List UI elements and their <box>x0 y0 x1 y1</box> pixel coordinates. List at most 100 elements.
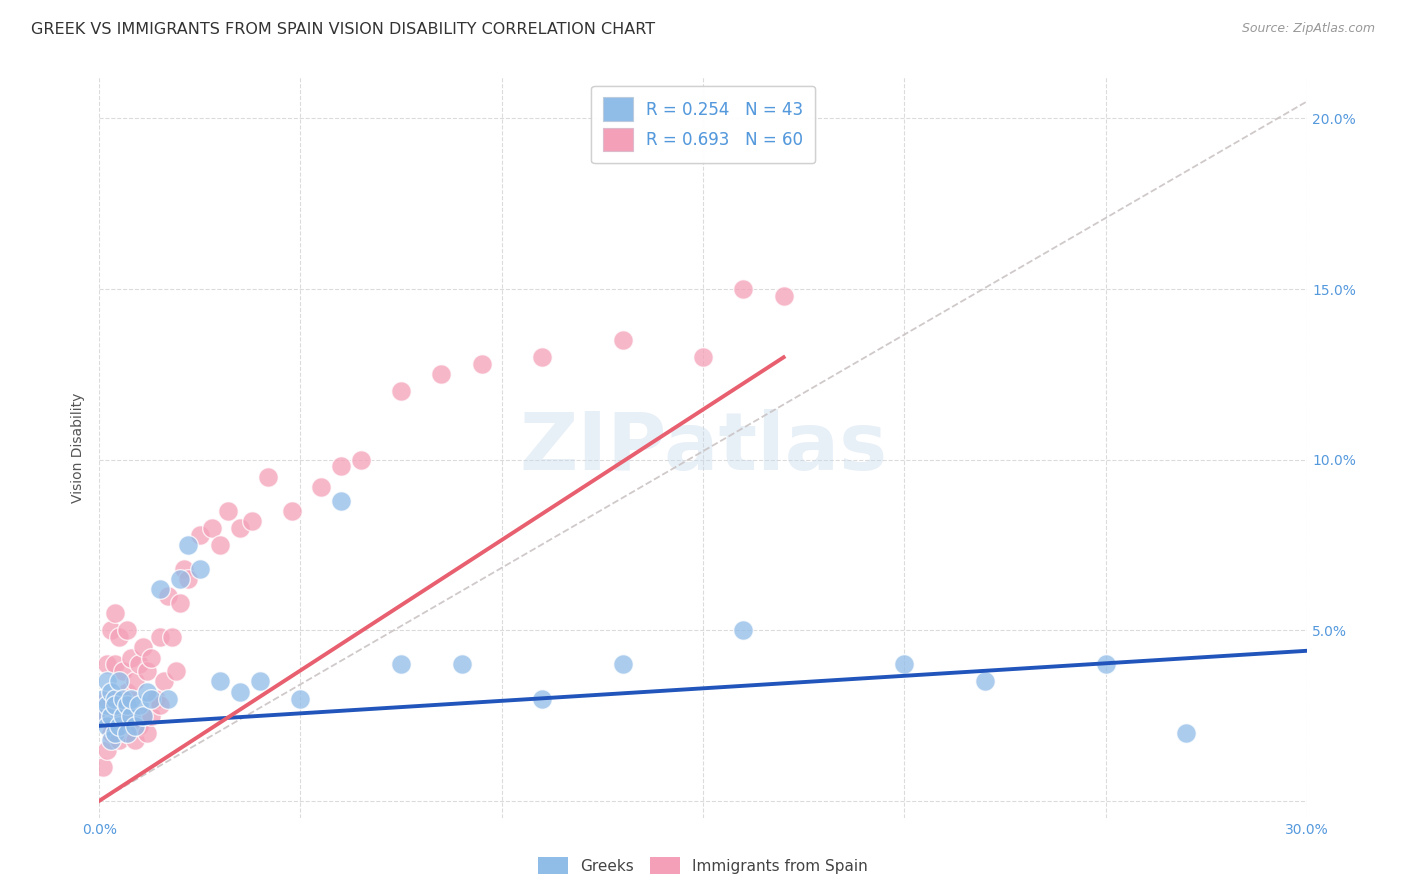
Point <box>141 650 163 665</box>
Point <box>128 719 150 733</box>
Point <box>733 624 755 638</box>
Point <box>104 657 127 672</box>
Point <box>1175 725 1198 739</box>
Point <box>104 708 127 723</box>
Point <box>240 514 263 528</box>
Point <box>201 521 224 535</box>
Point <box>91 708 114 723</box>
Point <box>329 493 352 508</box>
Point <box>612 657 634 672</box>
Point <box>217 504 239 518</box>
Point <box>257 469 280 483</box>
Point <box>96 657 118 672</box>
Point <box>100 708 122 723</box>
Point <box>148 582 170 597</box>
Point <box>160 630 183 644</box>
Point <box>156 691 179 706</box>
Point <box>1094 657 1116 672</box>
Point <box>229 521 252 535</box>
Point <box>148 630 170 644</box>
Point <box>132 708 155 723</box>
Point <box>100 725 122 739</box>
Point <box>290 691 312 706</box>
Point <box>120 691 142 706</box>
Point <box>112 665 135 679</box>
Point <box>531 351 554 365</box>
Point <box>208 674 231 689</box>
Point <box>169 596 191 610</box>
Point <box>108 674 131 689</box>
Point <box>733 282 755 296</box>
Text: GREEK VS IMMIGRANTS FROM SPAIN VISION DISABILITY CORRELATION CHART: GREEK VS IMMIGRANTS FROM SPAIN VISION DI… <box>31 22 655 37</box>
Point <box>124 719 146 733</box>
Point <box>96 674 118 689</box>
Point <box>152 674 174 689</box>
Point <box>389 657 412 672</box>
Point <box>229 684 252 698</box>
Point <box>91 760 114 774</box>
Point <box>117 725 139 739</box>
Point <box>430 368 453 382</box>
Point <box>124 674 146 689</box>
Point <box>309 480 332 494</box>
Point <box>108 719 131 733</box>
Point <box>128 698 150 713</box>
Point <box>100 691 122 706</box>
Point <box>249 674 271 689</box>
Text: ZIPatlas: ZIPatlas <box>519 409 887 487</box>
Point <box>450 657 472 672</box>
Text: Source: ZipAtlas.com: Source: ZipAtlas.com <box>1241 22 1375 36</box>
Point <box>136 665 159 679</box>
Point <box>104 606 127 620</box>
Point <box>117 684 139 698</box>
Point <box>100 684 122 698</box>
Point <box>389 384 412 399</box>
Point <box>136 684 159 698</box>
Point <box>96 698 118 713</box>
Point <box>188 562 211 576</box>
Point <box>96 719 118 733</box>
Point <box>145 691 167 706</box>
Point <box>350 452 373 467</box>
Point <box>120 708 142 723</box>
Point <box>108 732 131 747</box>
Point <box>108 691 131 706</box>
Point <box>208 538 231 552</box>
Point <box>112 691 135 706</box>
Point <box>120 708 142 723</box>
Point <box>177 572 200 586</box>
Point <box>141 691 163 706</box>
Point <box>108 630 131 644</box>
Point <box>96 691 118 706</box>
Point <box>96 743 118 757</box>
Point <box>117 698 139 713</box>
Point <box>136 725 159 739</box>
Point <box>132 708 155 723</box>
Point <box>173 562 195 576</box>
Legend: R = 0.254   N = 43, R = 0.693   N = 60: R = 0.254 N = 43, R = 0.693 N = 60 <box>592 86 815 163</box>
Point <box>112 708 135 723</box>
Point <box>112 719 135 733</box>
Point <box>104 698 127 713</box>
Point <box>104 725 127 739</box>
Point <box>124 732 146 747</box>
Point <box>128 657 150 672</box>
Point <box>329 459 352 474</box>
Point <box>100 732 122 747</box>
Point <box>104 691 127 706</box>
Point <box>120 650 142 665</box>
Legend: Greeks, Immigrants from Spain: Greeks, Immigrants from Spain <box>531 851 875 880</box>
Point <box>281 504 304 518</box>
Point <box>974 674 997 689</box>
Point <box>177 538 200 552</box>
Point <box>100 624 122 638</box>
Point <box>612 333 634 347</box>
Point <box>117 725 139 739</box>
Point <box>531 691 554 706</box>
Point <box>91 708 114 723</box>
Point <box>132 640 155 655</box>
Point <box>169 572 191 586</box>
Point <box>91 691 114 706</box>
Point <box>893 657 915 672</box>
Y-axis label: Vision Disability: Vision Disability <box>72 392 86 503</box>
